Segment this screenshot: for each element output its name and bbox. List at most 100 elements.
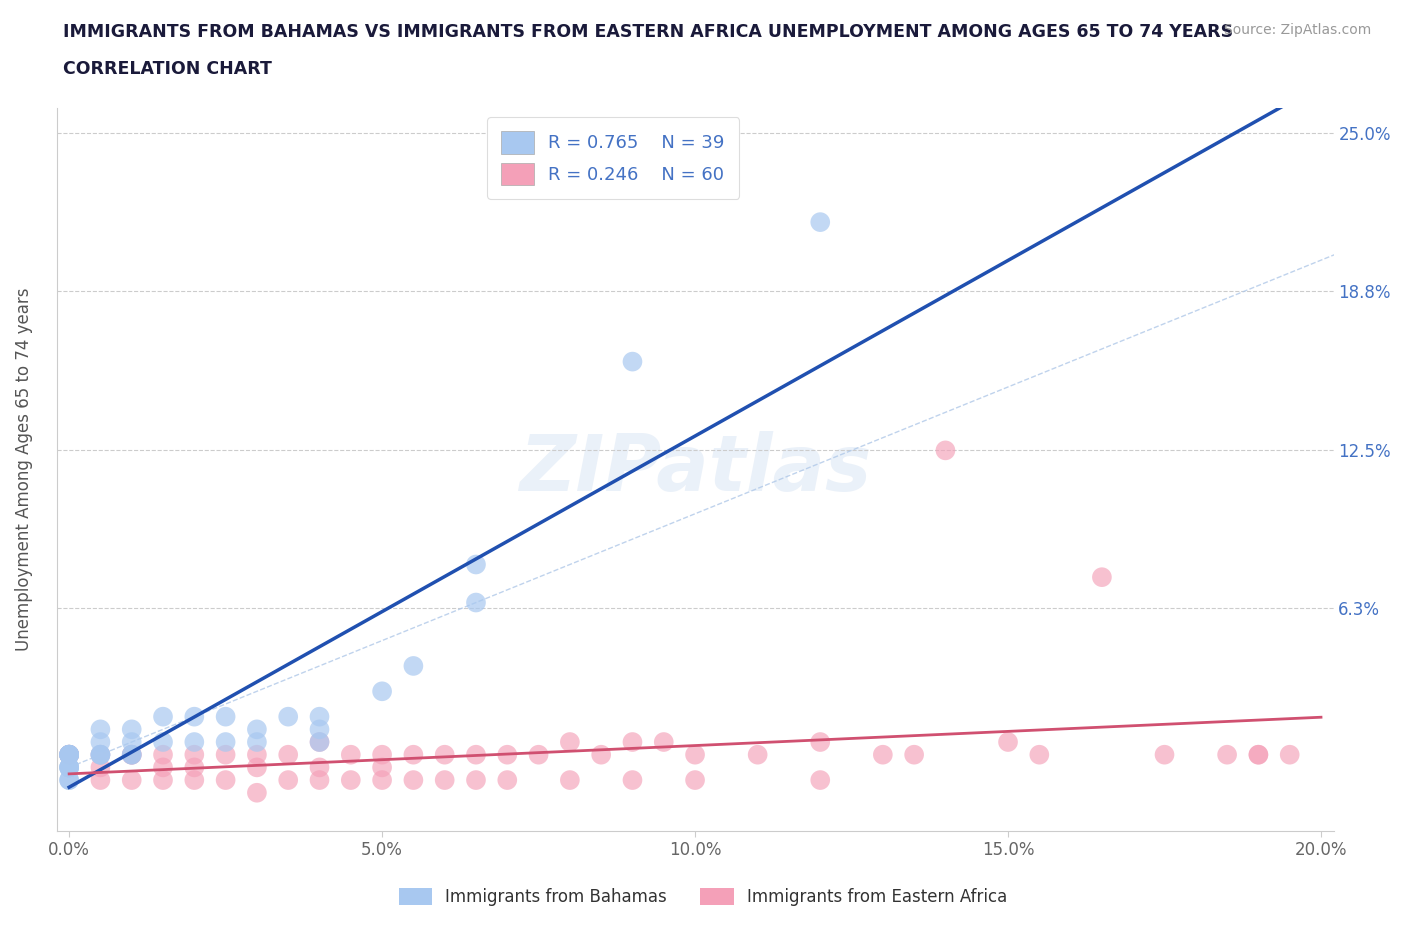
Point — [747, 748, 769, 763]
Point — [1247, 748, 1270, 763]
Point — [152, 710, 174, 724]
Legend: Immigrants from Bahamas, Immigrants from Eastern Africa: Immigrants from Bahamas, Immigrants from… — [392, 881, 1014, 912]
Legend: R = 0.765    N = 39, R = 0.246    N = 60: R = 0.765 N = 39, R = 0.246 N = 60 — [486, 117, 740, 199]
Point — [308, 773, 330, 788]
Point — [621, 773, 644, 788]
Point — [183, 773, 205, 788]
Point — [308, 710, 330, 724]
Text: CORRELATION CHART: CORRELATION CHART — [63, 60, 273, 78]
Point — [371, 684, 394, 698]
Point — [89, 735, 111, 750]
Point — [58, 760, 80, 775]
Point — [121, 773, 143, 788]
Point — [58, 748, 80, 763]
Point — [183, 748, 205, 763]
Point — [1278, 748, 1301, 763]
Point — [308, 735, 330, 750]
Point — [465, 595, 488, 610]
Point — [1216, 748, 1239, 763]
Point — [214, 773, 236, 788]
Point — [121, 748, 143, 763]
Point — [591, 748, 613, 763]
Point — [496, 748, 519, 763]
Point — [89, 748, 111, 763]
Point — [246, 722, 269, 737]
Point — [683, 748, 706, 763]
Point — [214, 735, 236, 750]
Point — [183, 710, 205, 724]
Point — [121, 748, 143, 763]
Point — [246, 785, 269, 800]
Point — [121, 735, 143, 750]
Point — [808, 735, 831, 750]
Point — [621, 735, 644, 750]
Point — [58, 748, 80, 763]
Point — [58, 748, 80, 763]
Point — [58, 760, 80, 775]
Text: ZIPatlas: ZIPatlas — [519, 432, 872, 508]
Point — [1247, 748, 1270, 763]
Point — [903, 748, 925, 763]
Text: IMMIGRANTS FROM BAHAMAS VS IMMIGRANTS FROM EASTERN AFRICA UNEMPLOYMENT AMONG AGE: IMMIGRANTS FROM BAHAMAS VS IMMIGRANTS FR… — [63, 23, 1233, 41]
Point — [89, 760, 111, 775]
Point — [808, 773, 831, 788]
Point — [58, 748, 80, 763]
Point — [277, 710, 299, 724]
Point — [152, 773, 174, 788]
Point — [371, 773, 394, 788]
Point — [183, 735, 205, 750]
Point — [152, 760, 174, 775]
Point — [433, 748, 456, 763]
Point — [58, 773, 80, 788]
Point — [308, 760, 330, 775]
Point — [58, 773, 80, 788]
Point — [340, 748, 363, 763]
Point — [214, 748, 236, 763]
Point — [402, 658, 425, 673]
Point — [58, 748, 80, 763]
Point — [277, 773, 299, 788]
Point — [183, 760, 205, 775]
Point — [371, 760, 394, 775]
Point — [277, 748, 299, 763]
Point — [527, 748, 550, 763]
Point — [340, 773, 363, 788]
Y-axis label: Unemployment Among Ages 65 to 74 years: Unemployment Among Ages 65 to 74 years — [15, 287, 32, 651]
Point — [214, 710, 236, 724]
Point — [1091, 570, 1114, 585]
Point — [1153, 748, 1175, 763]
Point — [121, 748, 143, 763]
Point — [152, 748, 174, 763]
Point — [496, 773, 519, 788]
Point — [558, 735, 581, 750]
Point — [308, 722, 330, 737]
Point — [934, 443, 956, 458]
Point — [246, 735, 269, 750]
Point — [58, 760, 80, 775]
Point — [465, 557, 488, 572]
Point — [402, 748, 425, 763]
Point — [872, 748, 894, 763]
Point — [89, 748, 111, 763]
Point — [58, 748, 80, 763]
Point — [89, 773, 111, 788]
Point — [1028, 748, 1050, 763]
Point — [308, 735, 330, 750]
Point — [808, 215, 831, 230]
Point — [58, 748, 80, 763]
Point — [121, 722, 143, 737]
Point — [246, 760, 269, 775]
Point — [558, 773, 581, 788]
Point — [683, 773, 706, 788]
Point — [465, 773, 488, 788]
Point — [89, 748, 111, 763]
Point — [433, 773, 456, 788]
Point — [121, 748, 143, 763]
Point — [246, 748, 269, 763]
Text: Source: ZipAtlas.com: Source: ZipAtlas.com — [1223, 23, 1371, 37]
Point — [58, 748, 80, 763]
Point — [58, 760, 80, 775]
Point — [89, 722, 111, 737]
Point — [371, 748, 394, 763]
Point — [152, 735, 174, 750]
